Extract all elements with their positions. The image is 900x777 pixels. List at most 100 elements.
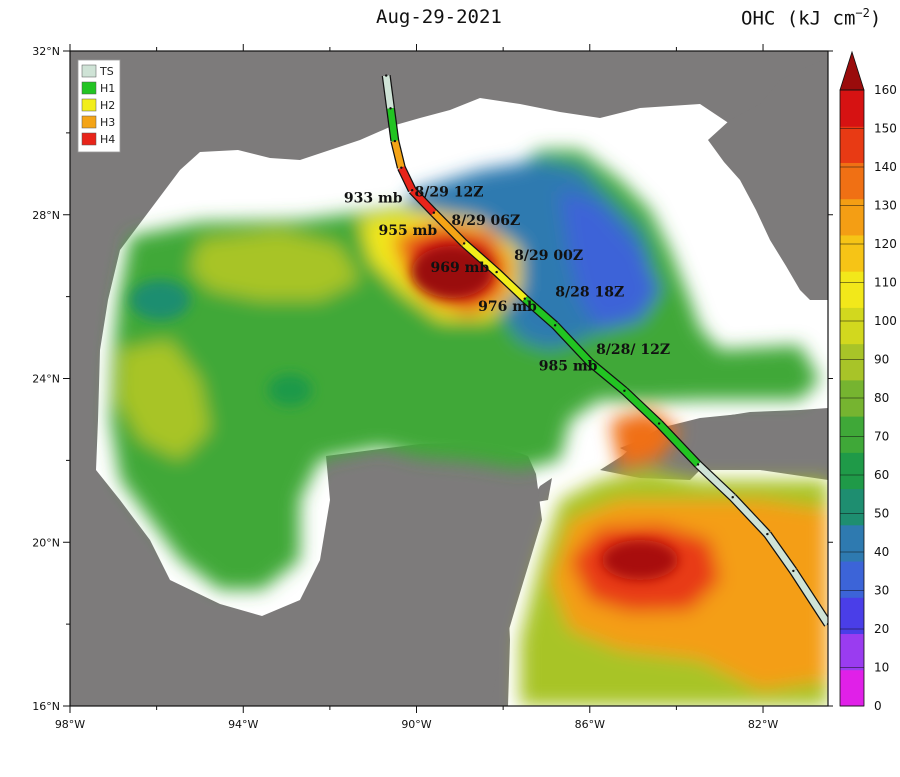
track-segment-ts	[764, 532, 797, 573]
colorbar-segment	[840, 343, 864, 381]
track-annotation: 8/28/ 12Z	[596, 342, 670, 358]
date-title: Aug-29-2021	[376, 6, 502, 28]
track-annotation: 969 mb	[430, 260, 489, 276]
colorbar-label: OHC (kJ cm	[741, 7, 856, 30]
legend-swatch-h4	[81, 132, 97, 146]
track-segment-h4	[409, 187, 437, 215]
track-annotation: 976 mb	[478, 299, 537, 315]
colorbar-segment	[840, 669, 864, 707]
colorbar-tick-label: 40	[874, 545, 889, 559]
colorbar-segment	[840, 198, 864, 236]
track-segment-h1	[552, 323, 593, 365]
colorbar-segment	[840, 90, 864, 127]
legend-label-h1: H1	[100, 82, 115, 95]
ohc-low-northwest	[130, 280, 190, 320]
colorbar-tick-label: 80	[874, 391, 889, 405]
colorbar-segment	[840, 126, 864, 163]
colorbar-tick-label: 110	[874, 276, 897, 290]
colorbar-title: OHC (kJ cm−2)	[741, 6, 881, 29]
lon-tick-label: 98°W	[55, 718, 85, 731]
colorbar-tick-label: 20	[874, 622, 889, 636]
colorbar-segment	[840, 633, 864, 671]
track-segment-h3	[391, 140, 405, 169]
track-point	[400, 166, 403, 169]
lat-tick-label: 32°N	[32, 45, 60, 58]
legend-swatch-ts	[81, 64, 97, 78]
colorbar-tick-label: 70	[874, 430, 889, 444]
colorbar-label-close: )	[869, 7, 882, 30]
cuba-land	[620, 408, 828, 470]
ohc-band-90-west	[190, 230, 360, 300]
lat-tick-label: 20°N	[32, 536, 60, 549]
lat-tick-label: 28°N	[32, 209, 60, 222]
track-annotation: 8/29 06Z	[451, 213, 520, 229]
ohc-core-gulf	[412, 246, 492, 298]
ohc-band-90-southwest	[118, 340, 210, 460]
track-annotation: 955 mb	[378, 223, 437, 239]
track-segment-ts	[730, 494, 770, 537]
lon-axis: 98°W 94°W 90°W 86°W 82°W	[55, 44, 778, 731]
track-annotation: 8/28 18Z	[555, 285, 624, 301]
track-point	[696, 463, 700, 466]
track-segment-h1	[387, 107, 399, 142]
track-segment-h2	[494, 269, 528, 302]
colorbar-segment	[840, 597, 864, 635]
track-segment-h1	[656, 421, 701, 467]
colorbar-tick-label: 130	[874, 199, 897, 213]
legend-label-h3: H3	[100, 116, 115, 129]
colorbar-segment	[840, 162, 864, 200]
ohc-low-west	[268, 374, 312, 406]
ohc-hotspots	[130, 246, 678, 580]
track-point	[731, 496, 734, 499]
colorbar-tick-label: 30	[874, 584, 889, 598]
track-point	[553, 324, 557, 327]
track-point	[623, 389, 626, 392]
legend-swatch-h2	[81, 98, 97, 112]
track-segment-h1	[622, 388, 662, 426]
track-segment-h4	[398, 166, 416, 192]
track-point	[792, 569, 795, 573]
track-segment-h1	[587, 359, 627, 394]
colorbar-tick-label: 120	[874, 237, 897, 251]
track-point	[462, 242, 466, 245]
intensity-legend: TS H1 H2 H3 H4	[77, 59, 121, 153]
legend-swatch-h3	[81, 115, 97, 129]
colorbar-segment	[840, 561, 864, 598]
track-segment-ts	[695, 462, 735, 500]
colorbar-tick-label: 100	[874, 314, 897, 328]
lon-tick-label: 86°W	[575, 718, 605, 731]
colorbar-tick-label: 160	[874, 83, 897, 97]
colorbar-segment	[840, 452, 864, 490]
map-plot-area	[70, 51, 828, 706]
track-annotation: 933 mb	[344, 190, 403, 206]
colorbar-segment	[840, 307, 864, 345]
colorbar-label-exponent: −2	[855, 6, 870, 20]
colorbar-segment	[840, 271, 864, 308]
track-point	[495, 270, 498, 274]
colorbar-tick-label: 50	[874, 507, 889, 521]
legend-label-h4: H4	[100, 133, 115, 146]
track-annotations: 933 mb 8/29 12Z 955 mb 8/29 06Z 969 mb 8/29 0…	[344, 184, 670, 374]
track-point	[384, 74, 388, 77]
track-segment-h1	[522, 296, 558, 328]
track-point	[523, 297, 526, 300]
lat-tick-label: 24°N	[32, 373, 60, 386]
lat-axis: 32°N 28°N 24°N 20°N 16°N	[32, 45, 833, 713]
lat-tick-label: 16°N	[32, 700, 60, 713]
track-point	[657, 422, 661, 425]
ohc-band-30	[560, 190, 660, 330]
ohc-colorbar: 0 10 20 30 40 50 60 70 80 90 100 110 120 130 140 150 160	[839, 50, 897, 713]
lon-tick-label: 94°W	[228, 718, 258, 731]
track-point	[389, 107, 392, 110]
track-annotation: 8/29 00Z	[514, 248, 583, 264]
colorbar-tick-label: 150	[874, 122, 897, 136]
track-segment-h3	[431, 210, 467, 246]
legend-label-ts: TS	[99, 65, 114, 78]
colorbar-tick-label: 0	[874, 699, 882, 713]
lon-tick-label: 82°W	[748, 718, 778, 731]
track-annotation: 985 mb	[539, 358, 598, 374]
florida-land	[708, 58, 828, 300]
colorbar-overflow-arrow	[839, 50, 865, 91]
